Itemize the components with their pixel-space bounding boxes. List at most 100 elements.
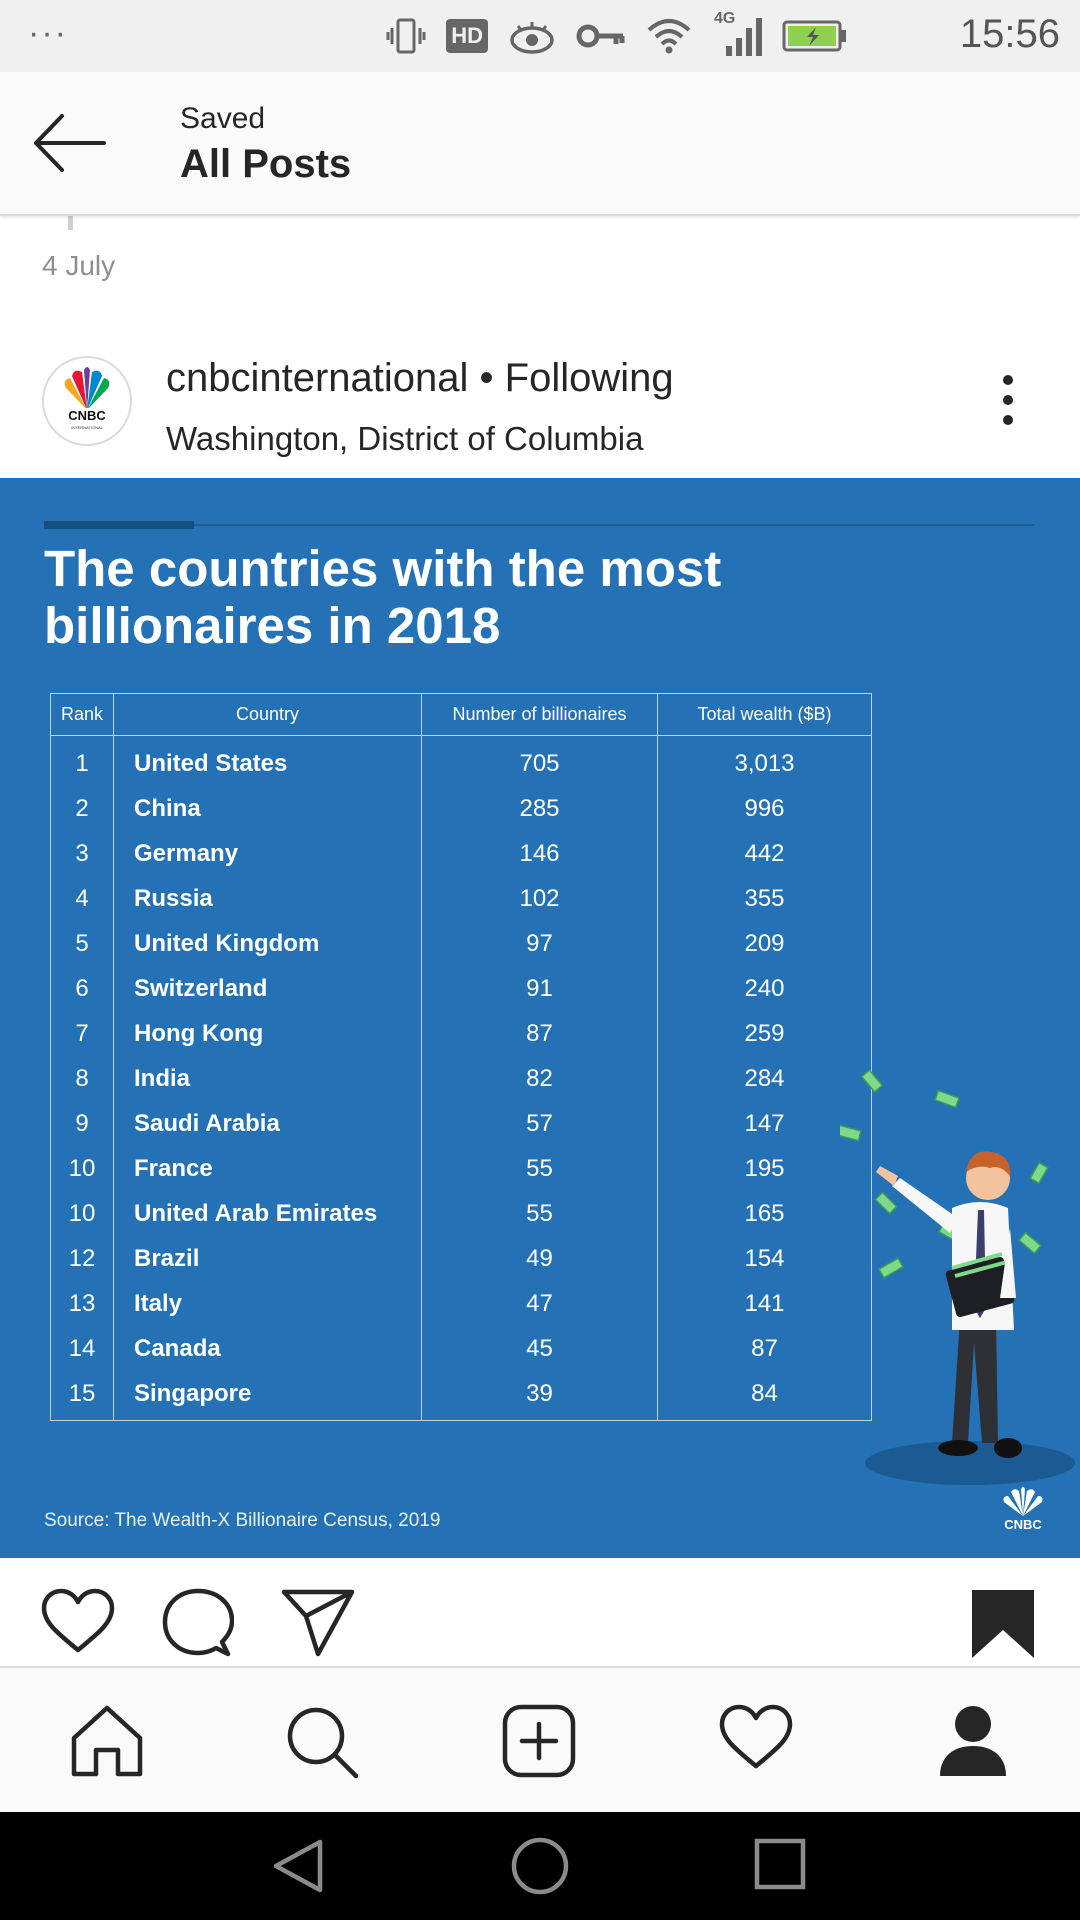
total-wealth-cell: 355	[657, 876, 872, 922]
total-wealth-cell: 259	[657, 1011, 872, 1057]
vibrate-icon	[386, 18, 426, 54]
total-wealth-cell: 442	[657, 831, 872, 877]
follow-status[interactable]: Following	[504, 356, 674, 400]
rank-cell: 7	[50, 1011, 114, 1057]
table-row: 10 France 55 195	[50, 1146, 872, 1192]
table-row: 5 United Kingdom 97 209	[50, 921, 872, 967]
billionaires-count-cell: 97	[421, 921, 658, 967]
post-location[interactable]: Washington, District of Columbia	[166, 420, 644, 457]
country-cell: Hong Kong	[113, 1011, 422, 1057]
table-row: 3 Germany 146 442	[50, 831, 872, 877]
table-row: 12 Brazil 49 154	[50, 1236, 872, 1282]
profile-icon[interactable]	[936, 1704, 1010, 1778]
billionaires-count-cell: 57	[421, 1101, 658, 1147]
back-triangle-icon[interactable]	[270, 1836, 326, 1896]
table-body: 1 United States 705 3,013 2 China 285 996 3 Germa…	[50, 735, 872, 1421]
billionaires-count-cell: 39	[421, 1371, 658, 1421]
rank-cell: 12	[50, 1236, 114, 1282]
comment-icon[interactable]	[162, 1588, 234, 1658]
network-type: 4G	[714, 10, 736, 27]
total-wealth-cell: 996	[657, 786, 872, 832]
total-wealth-cell: 195	[657, 1146, 872, 1192]
country-cell: Germany	[113, 831, 422, 877]
total-wealth-cell: 284	[657, 1056, 872, 1102]
table-row: 13 Italy 47 141	[50, 1281, 872, 1327]
table-row: 7 Hong Kong 87 259	[50, 1011, 872, 1057]
header-subtitle: Saved	[180, 102, 266, 135]
businessman-illustration	[840, 1069, 1075, 1485]
billionaires-table: Rank Country Number of billionaires Tota…	[50, 693, 872, 1421]
country-cell: Italy	[113, 1281, 422, 1327]
table-header-row: Rank Country Number of billionaires Tota…	[50, 693, 872, 736]
table-row: 15 Singapore 39 84	[50, 1371, 872, 1421]
bottom-navigation	[0, 1666, 1080, 1812]
rank-cell: 4	[50, 876, 114, 922]
rank-cell: 15	[50, 1371, 114, 1421]
total-wealth-cell: 209	[657, 921, 872, 967]
avatar[interactable]: CNBC INTERNATIONAL	[42, 356, 132, 446]
bookmark-icon[interactable]	[970, 1588, 1036, 1660]
back-arrow-icon[interactable]	[28, 108, 118, 178]
post-username-line: cnbcinternational • Following	[166, 356, 674, 401]
rank-cell: 3	[50, 831, 114, 877]
total-wealth-cell: 84	[657, 1371, 872, 1421]
country-cell: Russia	[113, 876, 422, 922]
cnbc-logo-icon: CNBC INTERNATIONAL	[56, 367, 118, 430]
billionaires-count-cell: 82	[421, 1056, 658, 1102]
total-wealth-cell: 165	[657, 1191, 872, 1237]
top-rule-accent	[44, 521, 194, 529]
total-wealth-cell: 154	[657, 1236, 872, 1282]
search-icon[interactable]	[284, 1704, 360, 1780]
home-icon[interactable]	[70, 1704, 144, 1778]
source-note: Source: The Wealth-X Billionaire Census,…	[44, 1510, 441, 1531]
status-bar: ··· HD 4G	[0, 0, 1080, 72]
rank-cell: 5	[50, 921, 114, 967]
table-row: 14 Canada 45 87	[50, 1326, 872, 1372]
home-circle-icon[interactable]	[510, 1836, 570, 1896]
rank-cell: 8	[50, 1056, 114, 1102]
rank-cell: 10	[50, 1191, 114, 1237]
top-rule	[44, 524, 1035, 526]
table-row: 4 Russia 102 355	[50, 876, 872, 922]
share-icon[interactable]	[280, 1588, 356, 1658]
total-wealth-cell: 3,013	[657, 735, 872, 787]
country-cell: China	[113, 786, 422, 832]
billionaires-count-cell: 45	[421, 1326, 658, 1372]
signal-icon: 4G	[712, 10, 762, 58]
billionaires-count-cell: 55	[421, 1146, 658, 1192]
heart-icon[interactable]	[40, 1588, 116, 1654]
col-country: Country	[113, 693, 422, 736]
recents-square-icon[interactable]	[752, 1836, 808, 1892]
total-wealth-cell: 240	[657, 966, 872, 1012]
rank-cell: 14	[50, 1326, 114, 1372]
post-actions	[0, 1558, 1080, 1666]
status-icons: HD 4G	[386, 10, 848, 58]
svg-text:INTERNATIONAL: INTERNATIONAL	[71, 425, 103, 430]
rank-cell: 9	[50, 1101, 114, 1147]
page-title: All Posts	[180, 142, 352, 186]
col-wealth: Total wealth ($B)	[657, 693, 872, 736]
post-username[interactable]: cnbcinternational	[166, 356, 469, 400]
billionaires-count-cell: 146	[421, 831, 658, 877]
table-row: 9 Saudi Arabia 57 147	[50, 1101, 872, 1147]
country-cell: Saudi Arabia	[113, 1101, 422, 1147]
billionaires-count-cell: 102	[421, 876, 658, 922]
country-cell: Canada	[113, 1326, 422, 1372]
billionaires-count-cell: 87	[421, 1011, 658, 1057]
billionaires-count-cell: 55	[421, 1191, 658, 1237]
post-image[interactable]: The countries with the most billionaires…	[0, 478, 1080, 1558]
country-cell: Brazil	[113, 1236, 422, 1282]
table-row: 10 United Arab Emirates 55 165	[50, 1191, 872, 1237]
activity-icon[interactable]	[718, 1704, 794, 1770]
country-cell: United Kingdom	[113, 921, 422, 967]
post-date: 4 July	[42, 250, 116, 281]
table-row: 2 China 285 996	[50, 786, 872, 832]
country-cell: Switzerland	[113, 966, 422, 1012]
hd-icon: HD	[446, 19, 488, 53]
overflow-dots: ···	[28, 14, 68, 52]
rank-cell: 1	[50, 735, 114, 787]
more-options-icon[interactable]	[990, 370, 1030, 430]
billionaires-count-cell: 705	[421, 735, 658, 787]
add-post-icon[interactable]	[502, 1704, 576, 1778]
table-row: 8 India 82 284	[50, 1056, 872, 1102]
